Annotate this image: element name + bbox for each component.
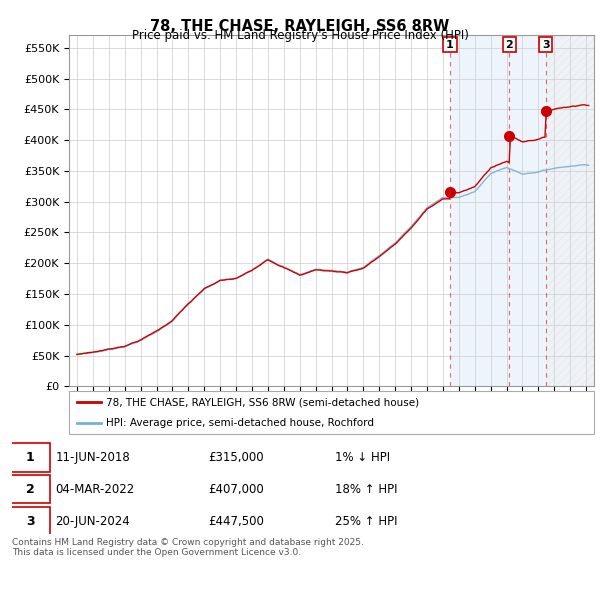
Text: 1% ↓ HPI: 1% ↓ HPI bbox=[335, 451, 389, 464]
Text: 3: 3 bbox=[542, 40, 550, 50]
Bar bbox=[546, 35, 594, 386]
FancyBboxPatch shape bbox=[11, 443, 50, 472]
Text: 78, THE CHASE, RAYLEIGH, SS6 8RW (semi-detached house): 78, THE CHASE, RAYLEIGH, SS6 8RW (semi-d… bbox=[106, 397, 419, 407]
Text: £447,500: £447,500 bbox=[208, 515, 264, 528]
FancyBboxPatch shape bbox=[11, 475, 50, 503]
Text: 2: 2 bbox=[26, 483, 35, 496]
FancyBboxPatch shape bbox=[11, 507, 50, 536]
Text: HPI: Average price, semi-detached house, Rochford: HPI: Average price, semi-detached house,… bbox=[106, 418, 374, 428]
Text: 18% ↑ HPI: 18% ↑ HPI bbox=[335, 483, 397, 496]
Text: 25% ↑ HPI: 25% ↑ HPI bbox=[335, 515, 397, 528]
Text: Contains HM Land Registry data © Crown copyright and database right 2025.
This d: Contains HM Land Registry data © Crown c… bbox=[12, 538, 364, 558]
Text: 1: 1 bbox=[446, 40, 454, 50]
Text: 1: 1 bbox=[26, 451, 35, 464]
Text: 20-JUN-2024: 20-JUN-2024 bbox=[55, 515, 130, 528]
Text: £315,000: £315,000 bbox=[208, 451, 263, 464]
Bar bbox=[450, 35, 546, 386]
Text: Price paid vs. HM Land Registry's House Price Index (HPI): Price paid vs. HM Land Registry's House … bbox=[131, 30, 469, 42]
Text: £407,000: £407,000 bbox=[208, 483, 263, 496]
Text: 2: 2 bbox=[505, 40, 513, 50]
Text: 11-JUN-2018: 11-JUN-2018 bbox=[55, 451, 130, 464]
Text: 3: 3 bbox=[26, 515, 35, 528]
Text: 04-MAR-2022: 04-MAR-2022 bbox=[55, 483, 134, 496]
Text: 78, THE CHASE, RAYLEIGH, SS6 8RW: 78, THE CHASE, RAYLEIGH, SS6 8RW bbox=[151, 19, 449, 34]
